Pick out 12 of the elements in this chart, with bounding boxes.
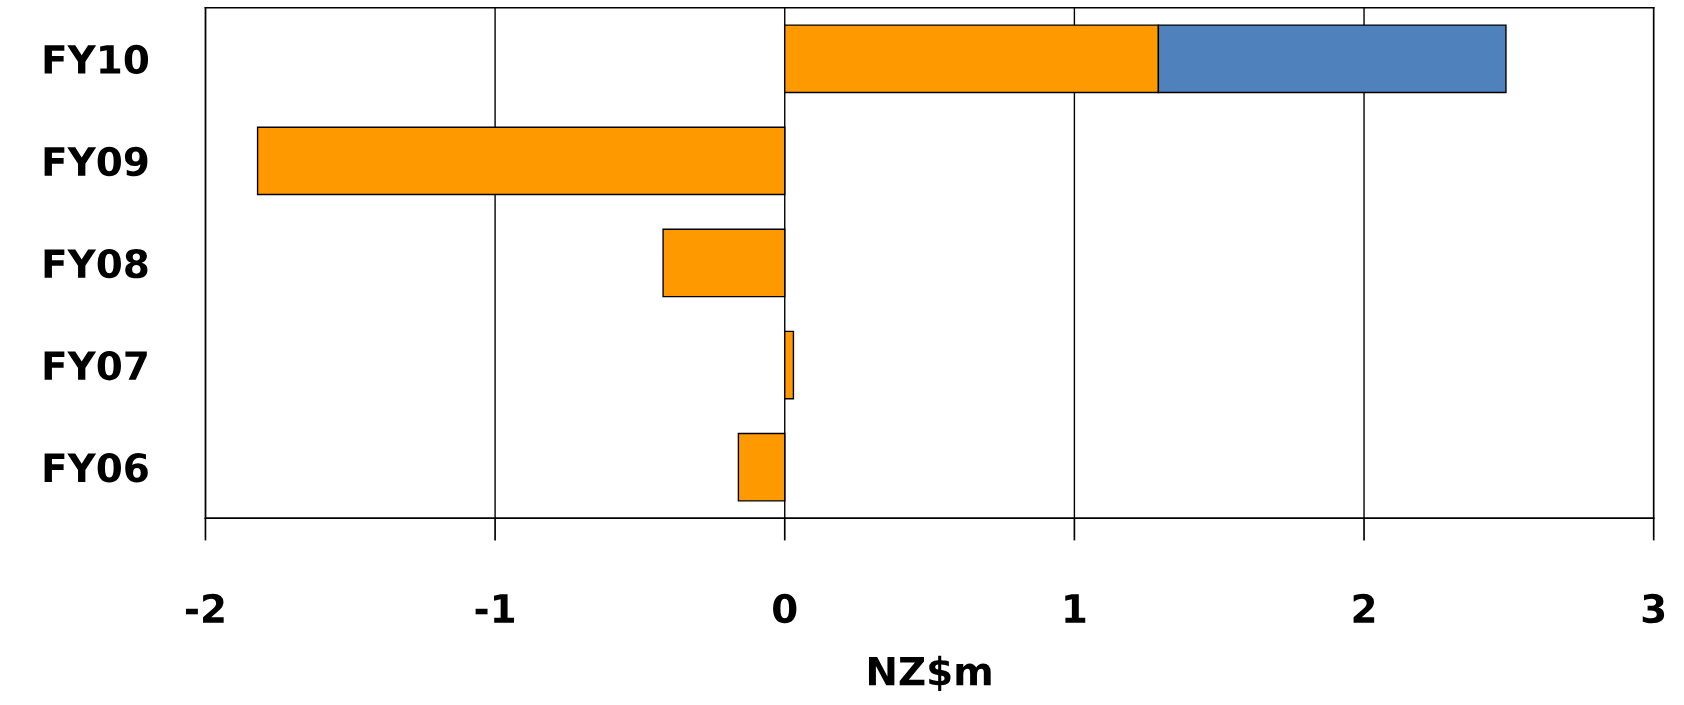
- x-tick-label: 0: [773, 593, 797, 624]
- x-tick-label: -2: [185, 593, 224, 623]
- y-tick-label: FY06: [44, 453, 148, 483]
- y-tick-label: FY10: [44, 44, 149, 75]
- x-tick-label: 1: [1065, 594, 1086, 623]
- x-tick-label: 2: [1353, 593, 1375, 623]
- y-tick-label: FY08: [44, 248, 148, 279]
- x-tick-label: -1: [475, 594, 515, 623]
- y-tick-label: FY07: [44, 350, 147, 381]
- x-tick-label: 3: [1642, 593, 1665, 624]
- x-axis-title: NZ$m: [868, 655, 991, 692]
- y-tick-label: FY09: [44, 146, 148, 177]
